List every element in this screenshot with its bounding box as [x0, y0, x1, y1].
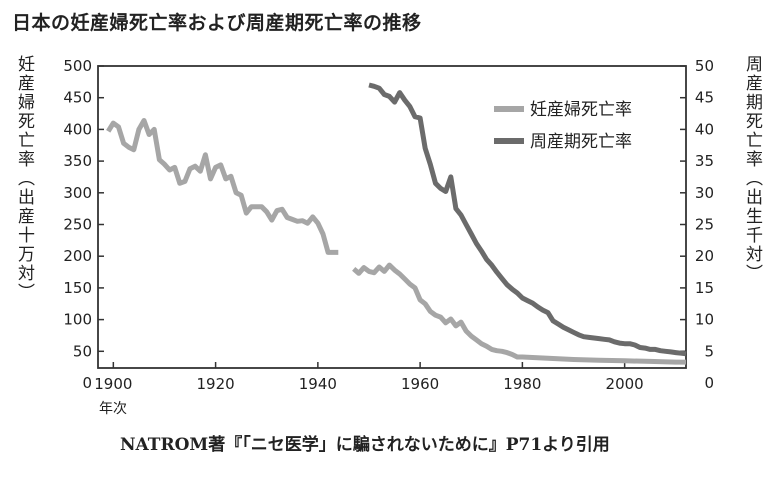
right-tick-label: 10: [695, 311, 714, 329]
x-tick-label: 1960: [401, 375, 439, 393]
x-tick-label: 1920: [197, 375, 235, 393]
right-tick-label: 35: [695, 152, 714, 170]
plot-frame: [97, 65, 687, 369]
right-tick-label: 0: [704, 374, 714, 392]
x-tick-label: 1900: [94, 375, 132, 393]
left-tick-label: 250: [63, 216, 92, 234]
right-tick-label: 20: [695, 247, 714, 265]
legend-label: 妊産婦死亡率: [530, 100, 632, 120]
right-tick-label: 25: [695, 216, 714, 234]
right-tick-label: 40: [695, 120, 714, 138]
left-tick-label: 450: [63, 89, 92, 107]
right-tick-label: 30: [695, 184, 714, 202]
right-tick-label: 45: [695, 89, 714, 107]
chart-title: 日本の妊産婦死亡率および周産期死亡率の推移: [12, 12, 422, 34]
source-caption: NATROM著『「ニセ医学」に騙されないために』P71より引用: [120, 435, 610, 455]
perinatal-mortality-line: [368, 82, 687, 357]
x-axis-label: 年次: [99, 401, 127, 417]
left-tick-label: 500: [63, 57, 92, 75]
left-tick-label: 100: [63, 311, 92, 329]
x-tick-label: 1940: [299, 375, 337, 393]
left-tick-label: 0: [82, 374, 92, 392]
right-tick-label: 5: [704, 342, 714, 360]
left-tick-label: 200: [63, 247, 92, 265]
right-tick-label: 15: [695, 279, 714, 297]
right-tick-label: 50: [695, 57, 714, 75]
left-tick-label: 400: [63, 120, 92, 138]
left-tick-label: 350: [63, 152, 92, 170]
left-tick-label: 150: [63, 279, 92, 297]
maternal-mortality-line: [106, 118, 339, 255]
left-tick-label: 300: [63, 184, 92, 202]
left-tick-label: 50: [73, 342, 92, 360]
legend-label: 周産期死亡率: [530, 132, 632, 152]
left-axis-label: 妊産婦死亡率（出産十万対）: [14, 55, 34, 302]
x-tick-label: 2000: [606, 375, 644, 393]
right-axis-label: 周産期死亡率（出生千対）: [742, 55, 762, 283]
maternal-mortality-line: [352, 262, 686, 365]
x-tick-label: 1980: [503, 375, 541, 393]
